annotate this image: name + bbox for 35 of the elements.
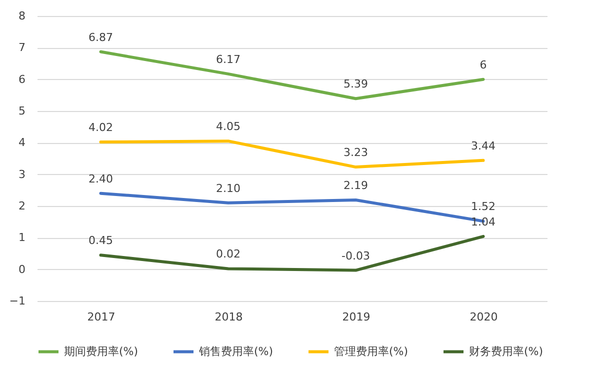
y-tick-label: 0: [18, 262, 26, 276]
x-tick-label: 2017: [87, 310, 116, 324]
data-label: -0.03: [342, 249, 370, 262]
y-tick-label: 8: [18, 10, 26, 22]
data-label: 2.10: [216, 182, 240, 195]
legend-label: 财务费用率(%): [469, 344, 544, 358]
data-label: 3.44: [471, 139, 496, 152]
data-label: 2.40: [88, 172, 113, 186]
legend-label: 销售费用率(%): [198, 344, 274, 358]
data-label: 3.23: [344, 146, 368, 160]
y-tick-label: 6: [18, 72, 26, 86]
x-tick-label: 2020: [470, 310, 498, 324]
data-label: 0.02: [216, 248, 240, 261]
legend-label: 管理费用率(%): [334, 344, 408, 358]
data-label: 4.02: [88, 121, 113, 134]
legend-label: 期间费用率(%): [64, 344, 138, 358]
y-tick-label: −1: [9, 294, 26, 308]
y-tick-label: 7: [18, 41, 26, 54]
y-tick-label: 1: [18, 231, 26, 244]
x-tick-label: 2018: [214, 310, 243, 324]
x-tick-label: 2019: [342, 310, 370, 324]
data-label: 4.05: [216, 120, 240, 134]
data-label: 0.45: [88, 234, 113, 248]
data-label: 6: [480, 58, 487, 72]
y-tick-label: 5: [18, 104, 26, 118]
data-label: 1.04: [471, 215, 496, 228]
data-label: 5.39: [344, 78, 368, 91]
data-label: 1.52: [471, 200, 496, 214]
data-label: 6.87: [88, 30, 113, 44]
y-tick-label: 2: [18, 200, 26, 212]
data-label: 2.19: [344, 178, 368, 192]
data-label: 6.17: [216, 52, 240, 66]
line-series: [99, 50, 485, 100]
y-tick-label: 4: [18, 136, 26, 150]
y-tick-label: 3: [18, 168, 26, 181]
